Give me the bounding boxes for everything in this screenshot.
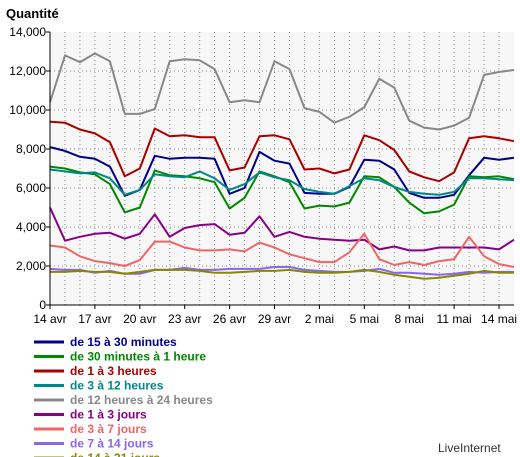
- legend-label: de 30 minutes à 1 heure: [70, 350, 206, 364]
- x-tick-label: 26 avr: [213, 312, 246, 326]
- x-tick-label: 5 mai: [350, 312, 379, 326]
- y-tick-label: 12,000: [9, 64, 46, 78]
- y-tick-label: 10,000: [9, 103, 46, 117]
- legend-label: de 15 à 30 minutes: [70, 335, 177, 349]
- series-lines: [49, 52, 515, 280]
- series-line-8: [50, 268, 514, 280]
- legend-label: de 12 heures à 24 heures: [70, 393, 213, 407]
- y-tick-label: 8,000: [16, 142, 46, 156]
- x-tick-label: 23 avr: [168, 312, 201, 326]
- legend-label: de 1 à 3 heures: [70, 364, 157, 378]
- legend-label: de 7 à 14 jours: [70, 437, 154, 451]
- y-tick-label: 4,000: [16, 220, 46, 234]
- y-tick-label: 0: [39, 298, 46, 312]
- legend-label: de 1 à 3 jours: [70, 408, 147, 422]
- credit-text: LiveInternet: [438, 441, 501, 455]
- x-tick-label: 29 avr: [258, 312, 291, 326]
- x-tick-label: 17 avr: [78, 312, 111, 326]
- series-line-2: [49, 120, 515, 183]
- legend-label: de 3 à 12 heures: [70, 379, 164, 393]
- y-tick-label: 6,000: [16, 181, 46, 195]
- x-tick-label: 14 mai: [481, 312, 517, 326]
- y-axis-label: Quantité: [6, 6, 59, 21]
- y-tick-label: 14,000: [9, 25, 46, 39]
- x-tick-label: 11 mai: [437, 312, 472, 326]
- legend-label: de 14 à 31 jours: [70, 451, 160, 457]
- plot-area: [50, 32, 514, 305]
- x-tick-label: 20 avr: [123, 312, 156, 326]
- x-tick-label: 14 avr: [33, 312, 66, 326]
- x-axis-ticks: 14 avr 17 avr 20 avr 23 avr 26 avr 29 avr 2 ma…: [33, 305, 517, 326]
- series-line-4: [49, 52, 515, 131]
- y-tick-label: 2,000: [16, 259, 46, 273]
- series-line-3: [49, 168, 515, 196]
- series-line-6: [49, 232, 515, 268]
- series-line-5: [49, 207, 515, 252]
- legend-label: de 3 à 7 jours: [70, 422, 147, 436]
- y-axis-ticks: 0 2,000 4,000 6,000 8,000 10,000 12,000 14,000: [9, 25, 50, 312]
- x-tick-label: 2 mai: [305, 312, 334, 326]
- x-tick-label: 8 mai: [395, 312, 424, 326]
